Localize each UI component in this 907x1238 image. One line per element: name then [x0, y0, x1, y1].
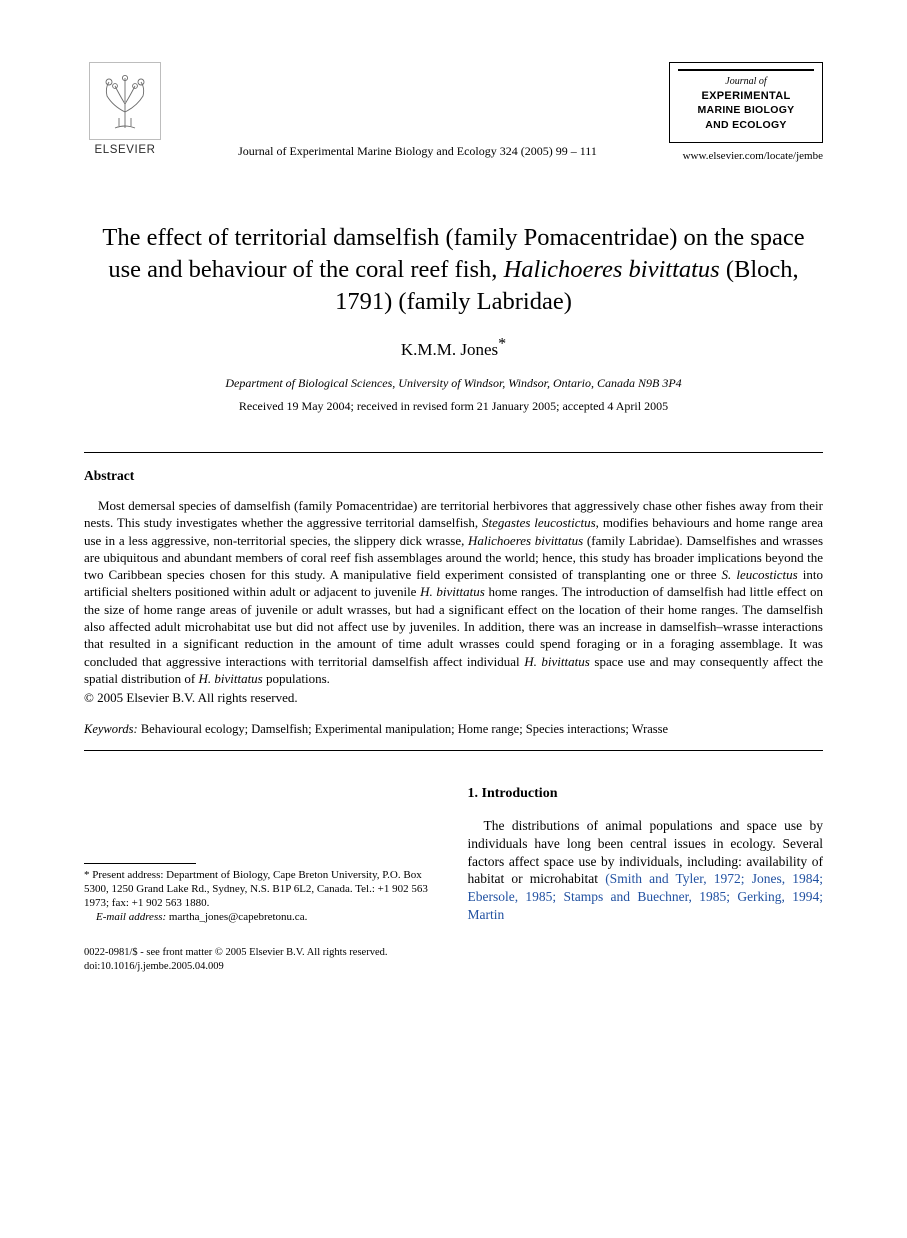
intro-heading: 1. Introduction — [468, 785, 824, 803]
publisher-name: ELSEVIER — [94, 143, 155, 159]
publisher-block: ELSEVIER — [84, 62, 166, 159]
article-history: Received 19 May 2004; received in revise… — [84, 398, 823, 414]
page-header: ELSEVIER Journal of Experimental Marine … — [84, 62, 823, 164]
footnote-marker: * — [84, 869, 90, 881]
footnote-text: Present address: Department of Biology, … — [84, 869, 428, 909]
journal-url: www.elsevier.com/locate/jembe — [669, 149, 823, 164]
doi-line: doi:10.1016/j.jembe.2005.04.009 — [84, 960, 823, 974]
journal-box: Journal of EXPERIMENTAL MARINE BIOLOGY A… — [669, 62, 823, 164]
issn-line: 0022-0981/$ - see front matter © 2005 El… — [84, 946, 823, 960]
journal-title-1: EXPERIMENTAL — [678, 89, 814, 104]
footnote-email: E-mail address: martha_jones@capebretonu… — [84, 910, 440, 924]
article-title: The effect of territorial damselfish (fa… — [84, 222, 823, 319]
front-matter-block: 0022-0981/$ - see front matter © 2005 El… — [84, 946, 823, 973]
footnote-rule — [84, 863, 196, 864]
journal-cover: Journal of EXPERIMENTAL MARINE BIOLOGY A… — [669, 62, 823, 143]
title-italic: Halichoeres bivittatus — [504, 256, 720, 283]
email-label: E-mail address: — [96, 911, 166, 923]
journal-prefix: Journal of — [678, 75, 814, 89]
keywords-label: Keywords: — [84, 722, 138, 736]
right-column: 1. Introduction The distributions of ani… — [468, 785, 824, 924]
left-column: * Present address: Department of Biology… — [84, 785, 440, 924]
email-value: martha_jones@capebretonu.ca. — [169, 911, 307, 923]
author-name: K.M.M. Jones — [401, 340, 498, 359]
footnote-address: * Present address: Department of Biology… — [84, 868, 440, 910]
copyright-line: © 2005 Elsevier B.V. All rights reserved… — [84, 689, 823, 707]
intro-paragraph: The distributions of animal populations … — [468, 817, 824, 924]
affiliation: Department of Biological Sciences, Unive… — [84, 375, 823, 391]
journal-title-2: MARINE BIOLOGY — [678, 103, 814, 117]
abstract-body: Most demersal species of damselfish (fam… — [84, 497, 823, 687]
author-marker: * — [498, 335, 506, 352]
elsevier-tree-icon — [89, 62, 161, 140]
rule-top — [84, 452, 823, 453]
author-line: K.M.M. Jones* — [84, 339, 823, 362]
journal-title-3: AND ECOLOGY — [678, 118, 814, 132]
abstract-heading: Abstract — [84, 467, 823, 485]
rule-bottom — [84, 750, 823, 751]
citation-line: Journal of Experimental Marine Biology a… — [174, 143, 661, 163]
keywords-line: Keywords: Behavioural ecology; Damselfis… — [84, 721, 823, 738]
two-column-region: * Present address: Department of Biology… — [84, 785, 823, 924]
keywords-list: Behavioural ecology; Damselfish; Experim… — [141, 722, 668, 736]
